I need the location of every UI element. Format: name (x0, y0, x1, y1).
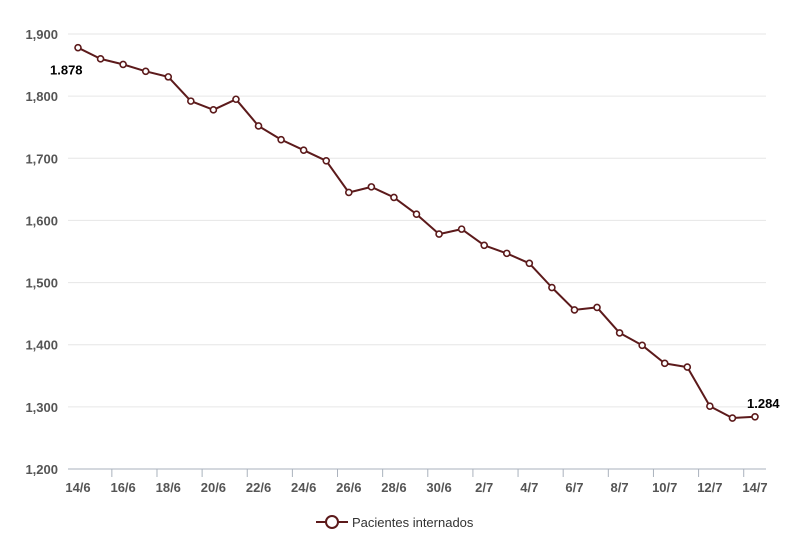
y-tick-label: 1,900 (25, 27, 58, 42)
data-point[interactable] (299, 146, 308, 155)
data-point[interactable] (96, 55, 105, 63)
x-tick-label: 4/7 (520, 480, 538, 495)
data-point[interactable] (593, 303, 601, 312)
data-point[interactable] (548, 283, 556, 292)
x-tick-label: 8/7 (611, 480, 629, 495)
y-tick-label: 1,500 (25, 276, 58, 291)
series-pacientes-internados (74, 43, 759, 422)
data-point[interactable] (457, 225, 466, 233)
data-point[interactable] (187, 97, 195, 105)
data-point[interactable] (751, 412, 759, 421)
data-point[interactable] (232, 95, 240, 104)
x-tick-label: 14/7 (742, 480, 767, 495)
x-tick-label: 30/6 (426, 480, 451, 495)
legend-label: Pacientes internados (352, 515, 474, 530)
data-point[interactable] (502, 249, 511, 258)
data-point[interactable] (435, 230, 443, 238)
legend-circle-marker (325, 515, 339, 529)
y-tick-label: 1,400 (25, 338, 58, 353)
x-tick-label: 18/6 (156, 480, 181, 495)
data-point[interactable] (390, 193, 398, 202)
data-point[interactable] (525, 259, 534, 268)
x-tick-label: 14/6 (65, 480, 90, 495)
data-point[interactable] (412, 210, 421, 219)
data-labels: 1.878 1.284 (50, 63, 780, 411)
data-point[interactable] (706, 402, 714, 411)
data-point[interactable] (254, 122, 263, 130)
data-label: 1.284 (747, 396, 780, 411)
data-point[interactable] (277, 135, 285, 144)
data-point[interactable] (209, 106, 218, 114)
data-point[interactable] (728, 414, 737, 422)
data-point[interactable] (570, 306, 579, 314)
x-tick-label: 20/6 (201, 480, 226, 495)
y-tick-label: 1,700 (25, 151, 58, 166)
y-tick-label: 1,300 (25, 400, 58, 415)
data-point[interactable] (141, 67, 150, 76)
data-point[interactable] (660, 359, 669, 368)
series-line (77, 46, 756, 419)
data-label: 1.878 (50, 63, 83, 78)
x-tick-label: 26/6 (336, 480, 361, 495)
x-tick-label: 6/7 (565, 480, 583, 495)
x-tick-label: 2/7 (475, 480, 493, 495)
gridlines (68, 33, 766, 408)
data-point[interactable] (638, 341, 646, 350)
data-point[interactable] (164, 73, 173, 81)
x-tick-label: 12/7 (697, 480, 722, 495)
x-axis: 14/6 16/6 18/6 20/6 22/6 24/6 26/6 28/6 30/6 2/7 4… (65, 468, 768, 495)
x-tick-label: 10/7 (652, 480, 677, 495)
y-axis: 1,200 1,300 1,400 1,500 1,600 1,700 1,800 1,900 (25, 27, 58, 477)
y-tick-label: 1,600 (25, 213, 58, 228)
data-point[interactable] (119, 60, 127, 69)
data-point[interactable] (322, 156, 331, 165)
x-tick-label: 22/6 (246, 480, 271, 495)
legend[interactable]: Pacientes internados (316, 515, 474, 530)
y-tick-label: 1,800 (25, 89, 58, 104)
y-tick-label: 1,200 (25, 462, 58, 477)
data-point[interactable] (683, 363, 692, 371)
data-point[interactable] (344, 188, 353, 197)
data-point[interactable] (367, 183, 376, 191)
x-tick-label: 16/6 (110, 480, 135, 495)
data-point[interactable] (615, 329, 624, 337)
x-tick-label: 28/6 (381, 480, 406, 495)
data-point[interactable] (480, 241, 489, 250)
data-point[interactable] (74, 43, 82, 52)
x-tick-label: 24/6 (291, 480, 316, 495)
